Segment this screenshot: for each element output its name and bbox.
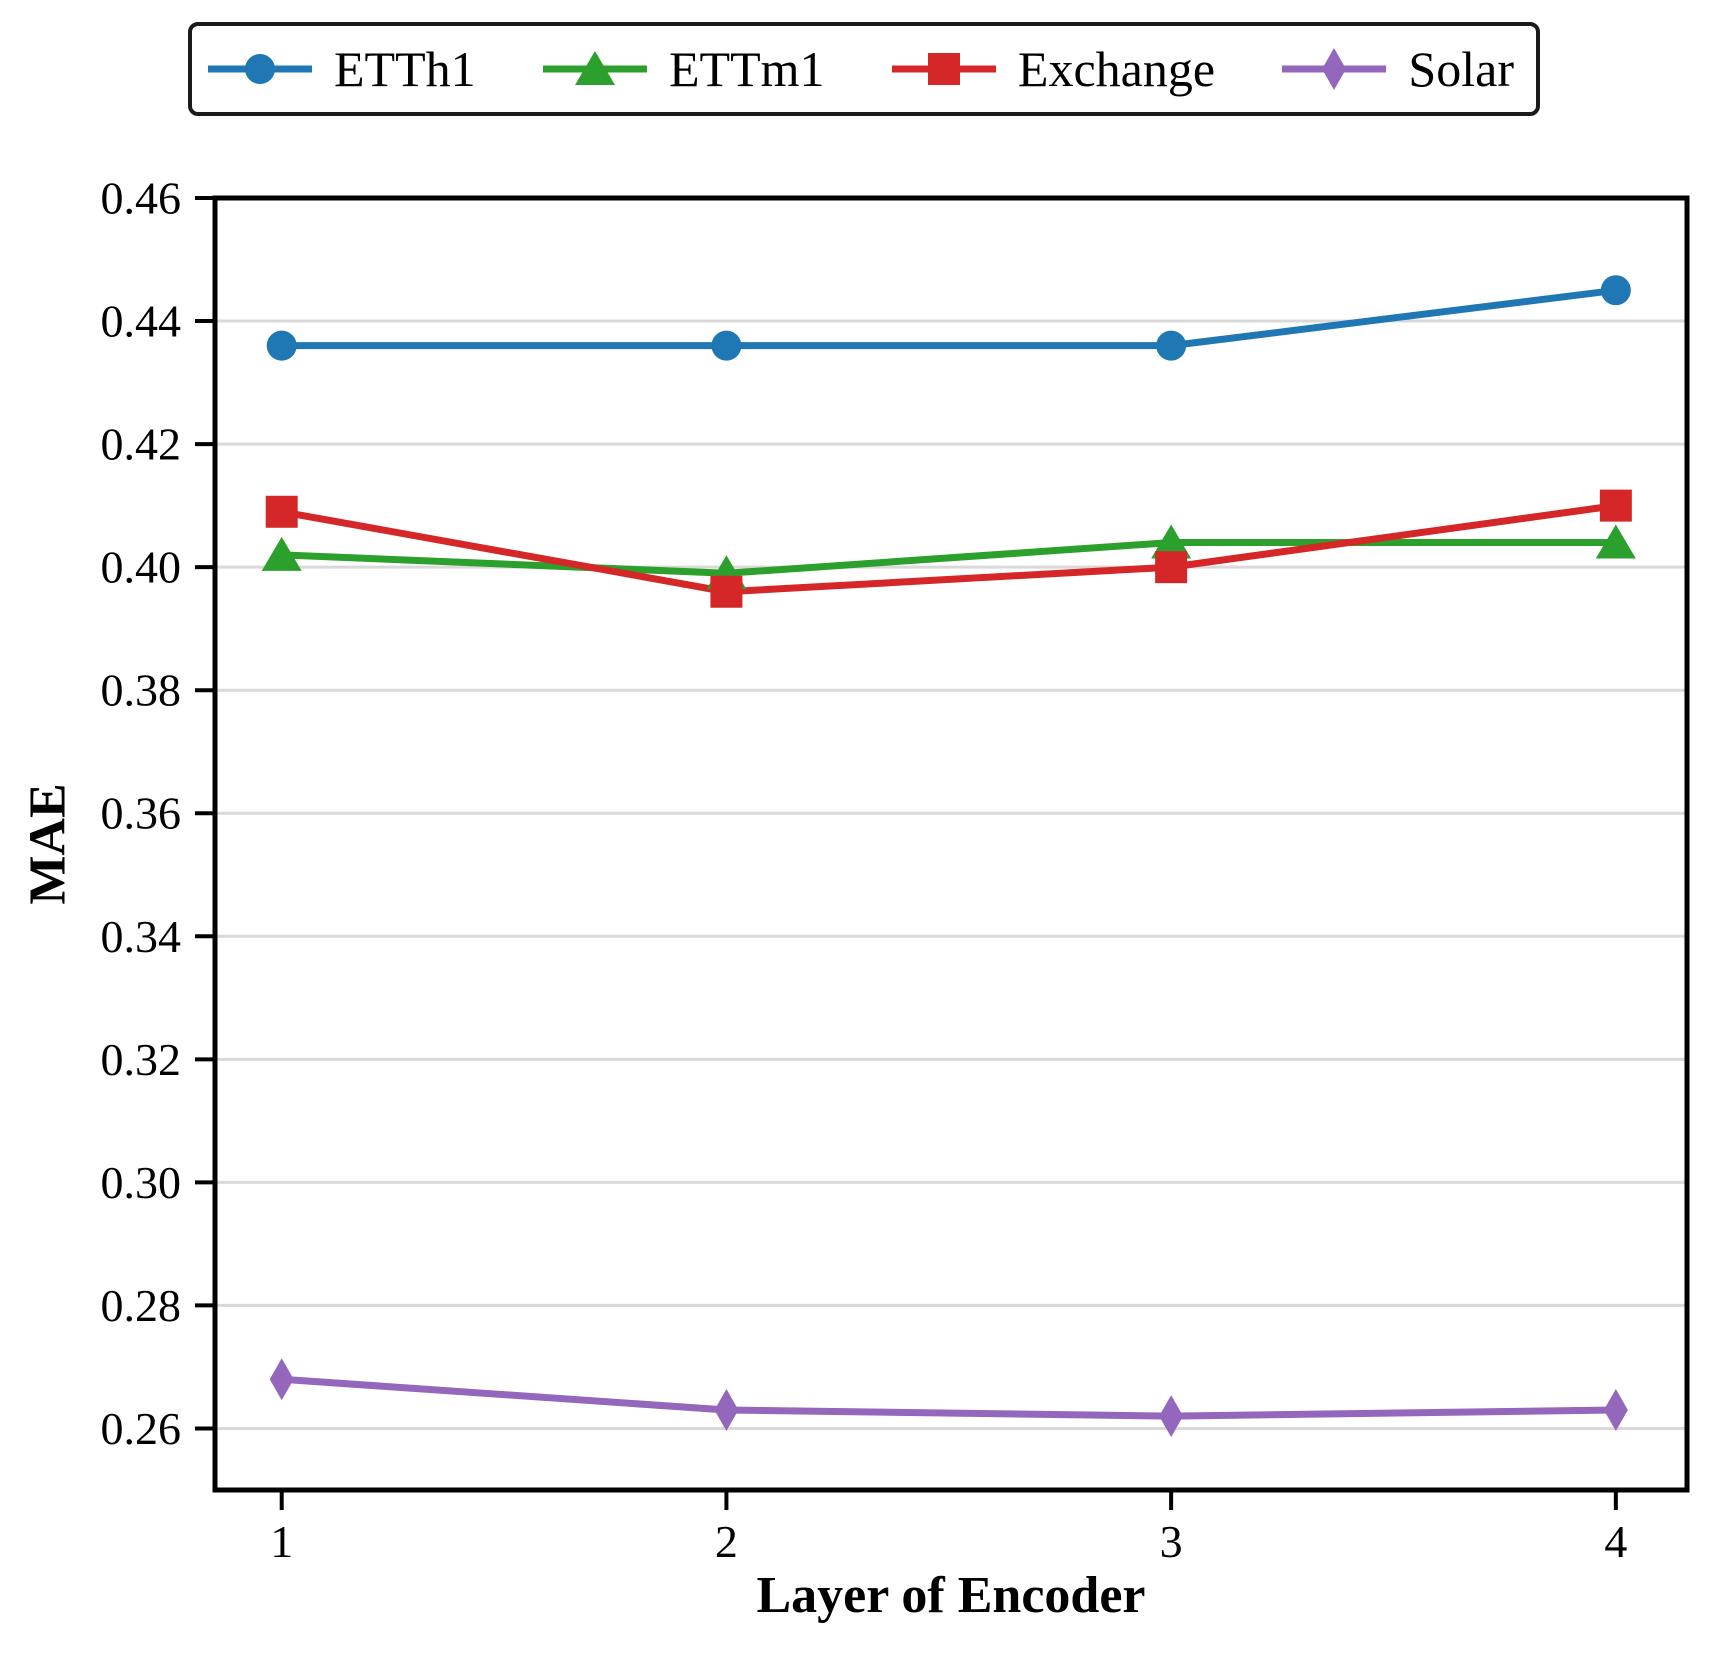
data-point-exchange-x4 xyxy=(1599,489,1632,522)
y-tick-label: 0.28 xyxy=(101,1280,182,1331)
data-point-solar-x3 xyxy=(1159,1395,1184,1438)
legend-item-ettm1: ETTm1 xyxy=(543,44,825,94)
data-point-exchange-x3 xyxy=(1155,551,1188,584)
y-tick-label: 0.42 xyxy=(101,419,182,470)
square-marker-icon xyxy=(891,53,996,85)
legend: ETTh1 ETTm1 Exchange Solar xyxy=(188,22,1540,116)
legend-item-solar: Solar xyxy=(1282,44,1514,94)
x-tick-label: 1 xyxy=(270,1516,293,1567)
data-point-etth1-x2 xyxy=(711,330,742,361)
series-line-exchange xyxy=(278,502,1620,596)
data-point-ettm1-x3 xyxy=(1151,524,1192,559)
diamond-marker-icon xyxy=(1282,48,1387,90)
legend-item-label: ETTh1 xyxy=(334,41,476,97)
triangle-marker-icon xyxy=(575,51,616,85)
legend-item-exchange: Exchange xyxy=(891,41,1216,97)
legend-item-label: ETTm1 xyxy=(669,41,825,97)
y-tick-label: 0.40 xyxy=(101,542,182,593)
data-point-exchange-x2 xyxy=(710,575,743,608)
circle-marker-icon xyxy=(208,54,312,84)
data-point-etth1-x1 xyxy=(266,330,297,361)
y-tick-label: 0.26 xyxy=(101,1403,182,1454)
y-tick-label: 0.46 xyxy=(101,173,182,224)
legend-item-label: Solar xyxy=(1408,41,1514,97)
y-tick-label: 0.36 xyxy=(101,788,182,839)
y-tick-label: 0.44 xyxy=(101,296,182,347)
x-axis-label: Layer of Encoder xyxy=(756,1567,1146,1624)
legend-item-label: Exchange xyxy=(1017,41,1216,97)
y-tick-label: 0.34 xyxy=(101,911,182,962)
y-tick-label: 0.38 xyxy=(101,665,182,716)
y-tick-label: 0.32 xyxy=(101,1034,182,1085)
x-tick-label: 2 xyxy=(715,1516,738,1567)
plot-border xyxy=(212,195,1690,1493)
circle-marker-icon xyxy=(245,54,275,84)
diamond-marker-icon xyxy=(1322,48,1347,90)
series-line-ettm1 xyxy=(278,539,1620,577)
data-point-ettm1-x4 xyxy=(1595,524,1636,559)
data-point-etth1-x3 xyxy=(1156,330,1187,361)
series-line-solar xyxy=(278,1375,1620,1420)
x-tick-label: 3 xyxy=(1160,1516,1183,1567)
y-tick-label: 0.30 xyxy=(101,1157,182,1208)
data-point-etth1-x4 xyxy=(1600,275,1631,306)
data-point-solar-x4 xyxy=(1603,1389,1628,1432)
square-marker-icon xyxy=(927,53,960,85)
data-point-ettm1-x1 xyxy=(261,536,302,571)
data-point-solar-x1 xyxy=(269,1358,294,1401)
data-point-exchange-x1 xyxy=(265,495,298,528)
y-axis-label: MAE xyxy=(19,783,77,905)
series-line-etth1 xyxy=(278,286,1620,350)
triangle-marker-icon xyxy=(543,51,648,85)
legend-item-etth1: ETTh1 xyxy=(208,44,476,94)
x-tick-label: 4 xyxy=(1604,1516,1627,1567)
data-point-solar-x2 xyxy=(714,1389,739,1432)
